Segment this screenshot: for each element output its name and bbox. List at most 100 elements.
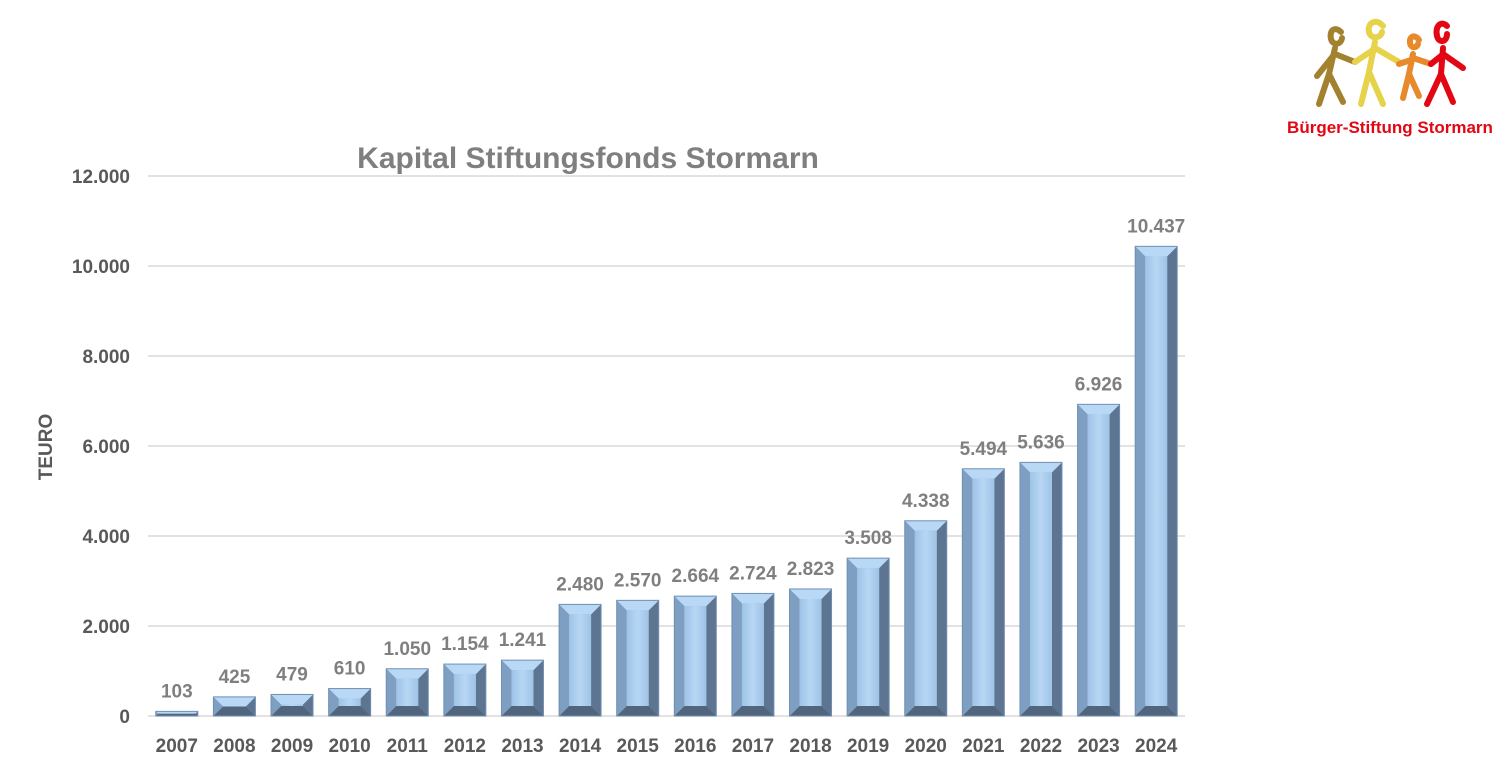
- x-tick-label: 2015: [617, 736, 660, 757]
- bar-right-side: [936, 520, 947, 716]
- data-label: 3.508: [844, 528, 892, 549]
- bar-bottom-side: [501, 706, 544, 716]
- bar-face: [857, 568, 880, 706]
- x-tick-label: 2009: [271, 736, 313, 757]
- x-tick-label: 2023: [1077, 736, 1119, 757]
- bar-right-side: [994, 468, 1005, 716]
- data-label: 2.664: [672, 566, 720, 587]
- bar-outline: [846, 557, 890, 717]
- bar-outline: [385, 668, 429, 717]
- bar-2008: [212, 696, 256, 717]
- data-label: 2.480: [556, 574, 604, 595]
- bar-outline: [789, 588, 833, 717]
- bar-outline: [904, 520, 948, 717]
- bar-2014: [558, 603, 602, 717]
- bar-top-side: [1019, 462, 1062, 473]
- bar-top-side: [443, 664, 486, 675]
- data-label: 10.437: [1127, 216, 1185, 237]
- bar-2007: [155, 710, 199, 717]
- bar-top-side: [213, 696, 256, 707]
- data-label: 5.494: [960, 439, 1008, 460]
- x-tick-label: 2020: [905, 736, 947, 757]
- x-tick-label: 2019: [847, 736, 889, 757]
- bar-bottom-side: [443, 706, 486, 716]
- x-tick-label: 2013: [501, 736, 543, 757]
- bar-face: [396, 678, 419, 706]
- bar-face: [511, 670, 534, 706]
- data-label: 610: [334, 659, 366, 680]
- bar-bottom-side: [559, 706, 602, 716]
- x-tick-label: 2017: [732, 736, 774, 757]
- bar-outline: [558, 603, 602, 717]
- bar-bottom-side: [962, 706, 1005, 716]
- bar-bottom-side: [1135, 706, 1178, 716]
- y-tick-label: 0: [119, 707, 130, 728]
- bar-top-side: [731, 593, 774, 604]
- bar-2013: [500, 659, 544, 717]
- bar-bottom-side: [789, 706, 832, 716]
- bar-outline: [1077, 403, 1121, 717]
- bar-left-side: [1135, 246, 1146, 716]
- bar-right-side: [1167, 246, 1178, 716]
- x-tick-label: 2021: [962, 736, 1005, 757]
- x-tick-label: 2022: [1020, 736, 1062, 757]
- bar-left-side: [616, 600, 627, 716]
- bar-outline: [961, 468, 1005, 717]
- bar-2011: [385, 668, 429, 717]
- bar-right-side: [360, 688, 371, 716]
- y-tick-label: 6.000: [82, 437, 130, 458]
- bar-2019: [846, 557, 890, 717]
- data-label: 479: [276, 664, 308, 685]
- bar-face: [626, 610, 649, 706]
- bar-right-side: [195, 711, 198, 716]
- bar-face: [281, 704, 304, 706]
- x-tick-label: 2012: [444, 736, 486, 757]
- x-tick-label: 2018: [789, 736, 831, 757]
- bar-2009: [270, 693, 314, 717]
- x-tick-label: 2016: [674, 736, 716, 757]
- x-tick-label: 2024: [1135, 736, 1178, 757]
- bar-outline: [270, 693, 314, 717]
- bar-face: [338, 698, 361, 706]
- bar-outline: [328, 688, 372, 717]
- bar-face: [684, 606, 707, 706]
- bar-outline: [443, 663, 487, 717]
- bar-bottom-side: [674, 706, 717, 716]
- bar-2010: [328, 688, 372, 717]
- bar-left-side: [789, 588, 800, 716]
- bar-right-side: [648, 600, 659, 716]
- logo: Bürger-Stiftung Stormarn: [1285, 12, 1495, 142]
- bar-2020: [904, 520, 948, 717]
- x-tick-label: 2011: [387, 736, 429, 757]
- data-label: 103: [161, 681, 193, 702]
- bar-bottom-side: [213, 706, 256, 716]
- data-label: 6.926: [1075, 374, 1123, 395]
- bar-left-side: [962, 468, 973, 716]
- bar-left-side: [1077, 404, 1088, 716]
- bars: [155, 245, 1178, 717]
- bar-face: [972, 478, 995, 706]
- bar-top-side: [328, 688, 371, 699]
- bar-left-side: [674, 596, 685, 716]
- logo-text: Bürger-Stiftung Stormarn: [1287, 118, 1493, 137]
- x-tick-label: 2008: [213, 736, 255, 757]
- y-axis-ticks: 0 2.000 4.000 6.000 8.000 10.000 12.000: [72, 167, 130, 728]
- data-label: 425: [219, 667, 251, 688]
- bar-2022: [1019, 461, 1063, 717]
- bar-bottom-side: [1019, 706, 1062, 716]
- bar-face: [741, 603, 764, 706]
- bar-outline: [155, 710, 199, 717]
- bar-outline: [1134, 245, 1178, 717]
- bar-top-side: [271, 694, 314, 705]
- chart-title: Kapital Stiftungsfonds Stormarn: [357, 142, 819, 175]
- bar-right-side: [763, 593, 774, 716]
- bar-right-side: [475, 664, 486, 716]
- bar-bottom-side: [847, 706, 890, 716]
- bar-face: [453, 674, 476, 706]
- bar-outline: [212, 696, 256, 717]
- bar-2018: [789, 588, 833, 717]
- bar-top-side: [501, 660, 544, 671]
- bar-top-side: [559, 604, 602, 615]
- bar-2016: [673, 595, 717, 717]
